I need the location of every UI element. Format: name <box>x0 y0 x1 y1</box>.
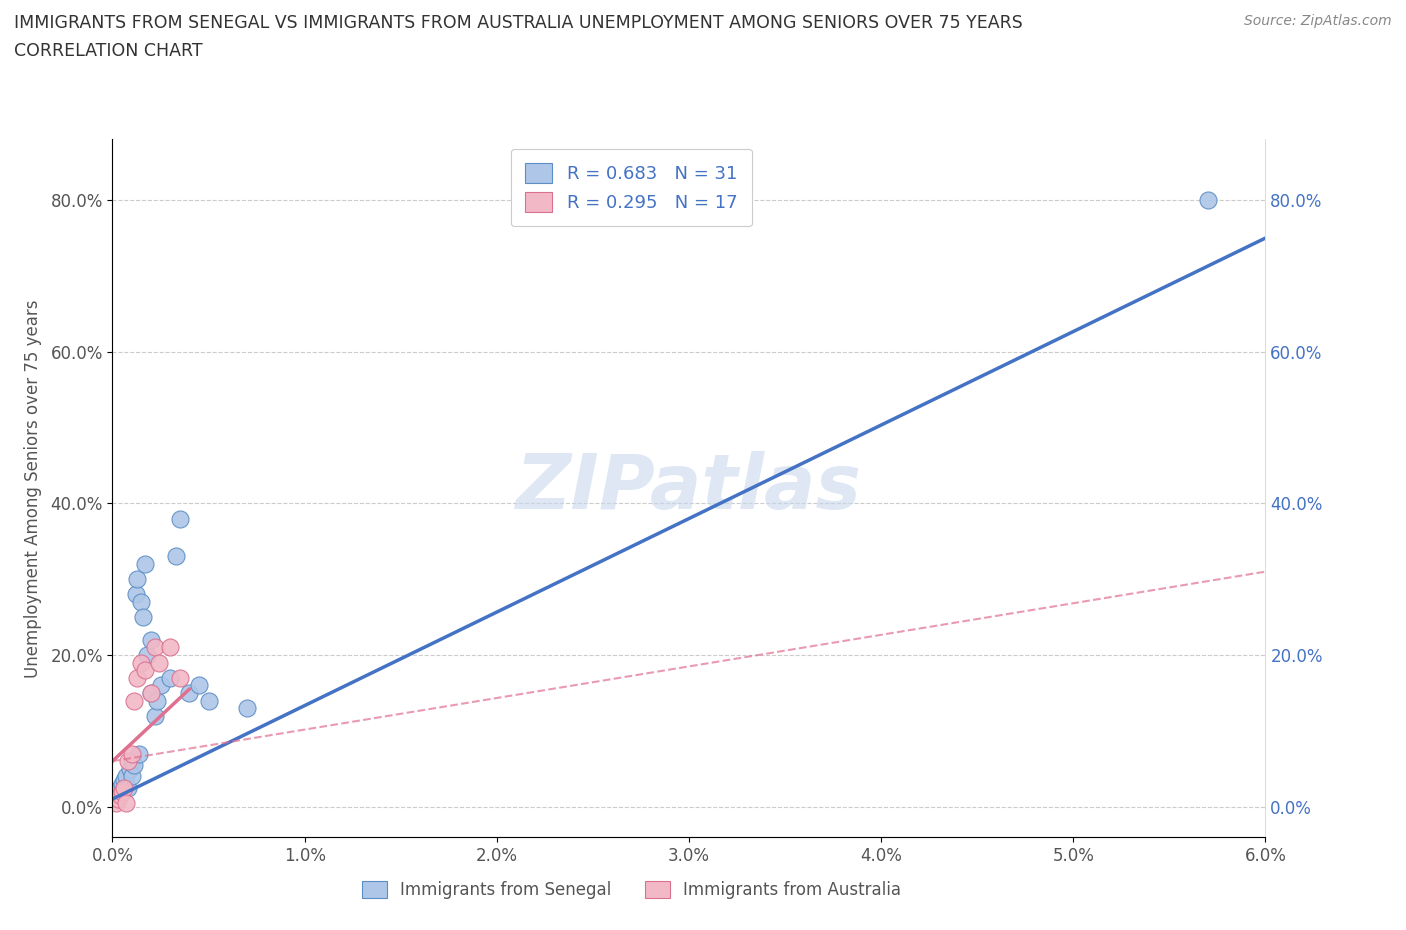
Point <box>165 549 187 564</box>
Point <box>139 632 162 647</box>
Legend: Immigrants from Senegal, Immigrants from Australia: Immigrants from Senegal, Immigrants from… <box>349 868 914 912</box>
Point <box>107 788 129 803</box>
Point <box>145 693 167 708</box>
Point <box>127 572 149 587</box>
Point <box>111 777 134 791</box>
Point <box>121 746 143 761</box>
Point <box>121 753 143 768</box>
Point <box>108 780 131 795</box>
Point <box>139 685 162 700</box>
Point <box>121 769 143 784</box>
Point <box>111 784 134 799</box>
Point <box>117 753 139 768</box>
Point <box>1197 193 1219 207</box>
Point <box>236 700 259 715</box>
Point <box>105 784 128 799</box>
Point <box>134 557 156 572</box>
Point <box>127 671 149 685</box>
Point <box>107 791 129 806</box>
Point <box>128 746 150 761</box>
Text: IMMIGRANTS FROM SENEGAL VS IMMIGRANTS FROM AUSTRALIA UNEMPLOYMENT AMONG SENIORS : IMMIGRANTS FROM SENEGAL VS IMMIGRANTS FR… <box>14 14 1022 32</box>
Point <box>129 594 153 609</box>
Point <box>169 671 191 685</box>
Point <box>136 647 159 662</box>
Point <box>143 640 166 655</box>
Point <box>124 587 146 602</box>
Point <box>143 709 166 724</box>
Point <box>134 663 156 678</box>
Point <box>117 780 139 795</box>
Point <box>118 762 141 777</box>
Point <box>112 780 135 795</box>
Point <box>132 610 155 625</box>
Point <box>197 693 219 708</box>
Point <box>159 640 181 655</box>
Point <box>108 788 131 803</box>
Text: CORRELATION CHART: CORRELATION CHART <box>14 42 202 60</box>
Point <box>188 678 211 693</box>
Point <box>105 795 128 810</box>
Point <box>115 795 138 810</box>
Point <box>115 769 138 784</box>
Text: Source: ZipAtlas.com: Source: ZipAtlas.com <box>1244 14 1392 28</box>
Point <box>129 656 153 671</box>
Point <box>148 656 170 671</box>
Point <box>139 685 162 700</box>
Point <box>179 685 201 700</box>
Text: ZIPatlas: ZIPatlas <box>516 451 862 525</box>
Point <box>169 512 191 526</box>
Point <box>159 671 181 685</box>
Point <box>122 758 145 773</box>
Point <box>122 693 145 708</box>
Y-axis label: Unemployment Among Seniors over 75 years: Unemployment Among Seniors over 75 years <box>24 299 42 677</box>
Point <box>112 773 135 788</box>
Point <box>149 678 172 693</box>
